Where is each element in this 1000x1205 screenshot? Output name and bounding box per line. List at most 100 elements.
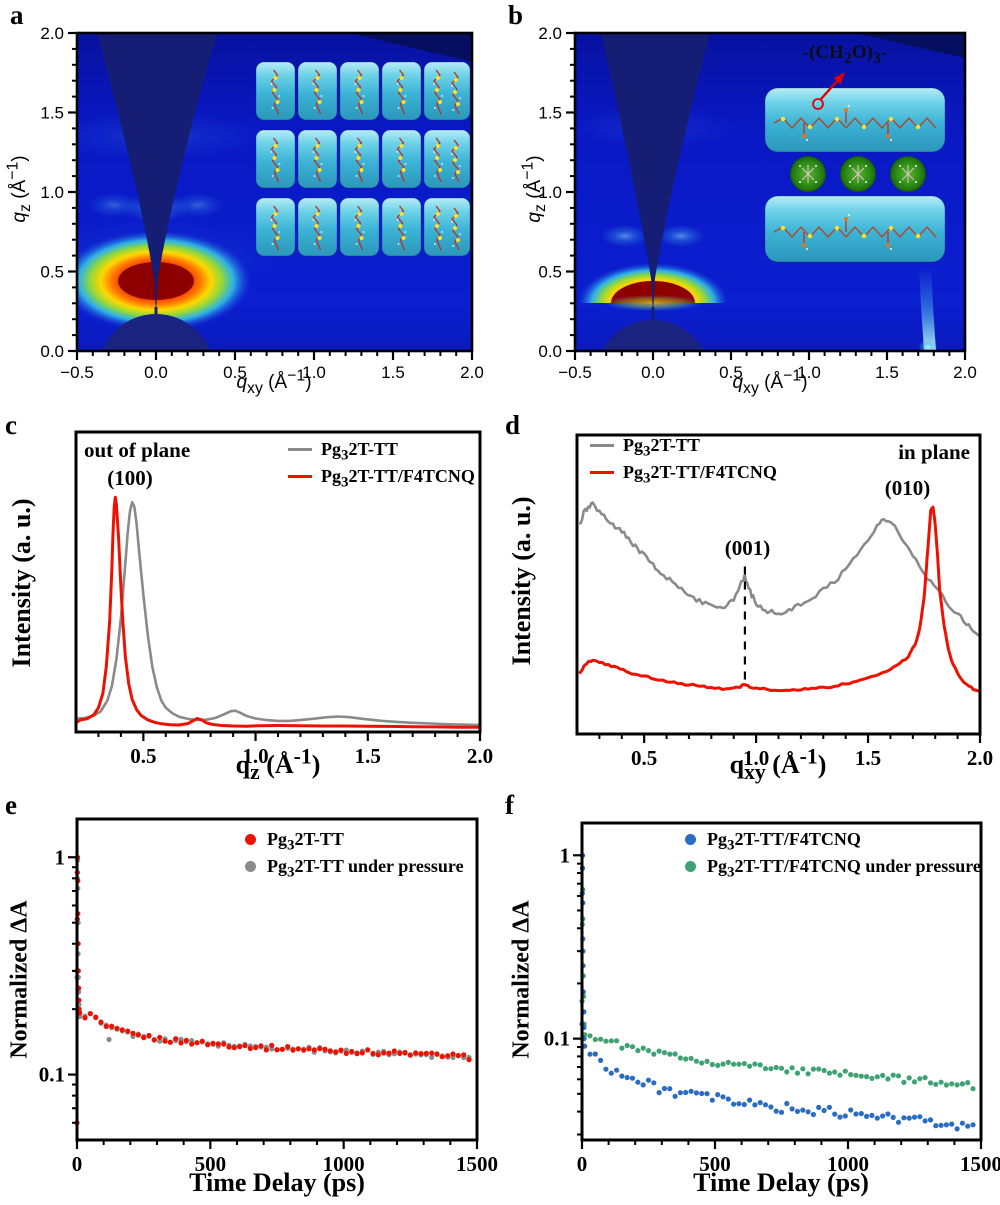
polymer-slab <box>764 87 946 153</box>
plot-area <box>579 852 976 1132</box>
legend-e: Pg32T-TT Pg32T-TT under pressure <box>245 826 464 880</box>
heatmap-scene <box>77 33 472 351</box>
scatter-series-green <box>579 852 976 1092</box>
polymer-slab <box>764 195 946 263</box>
panel-b: −0.5 0.0 0.5 1.0 1.5 2.0 0.0 0.5 1.0 1.5 2.0 b qxy… <box>500 0 1000 410</box>
plot-frame <box>580 821 983 1142</box>
detector-wedge-gap <box>601 33 710 313</box>
y-tick-label: 0.0 <box>538 342 562 361</box>
y-tick-label: 0.5 <box>40 263 64 282</box>
x-tick-label: 2.0 <box>467 744 493 768</box>
x-tick-label: 0.5 <box>223 363 247 382</box>
scatter-series-blue <box>579 852 976 1132</box>
legend-item: Pg32T-TT <box>245 826 464 853</box>
x-tick-label: 2.0 <box>953 363 977 382</box>
plane-annotation-d: in plane <box>898 440 970 464</box>
y-tick-label: 1.5 <box>538 104 562 123</box>
legend-dot-marker <box>685 834 696 845</box>
x-axis: −0.5 0.0 0.5 1.0 1.5 2.0 <box>558 351 977 382</box>
panel-letter-d: d <box>505 410 521 440</box>
y-axis-label-d: Intensity (a. u.) <box>507 496 536 666</box>
y-axis-label-c: Intensity (a. u.) <box>7 498 36 668</box>
intensity-curve-gray <box>579 501 980 637</box>
legend-line-marker <box>288 475 312 478</box>
x-axis-label-f: Time Delay (ps) <box>693 1168 869 1197</box>
detector-corner-shadow <box>855 33 965 58</box>
y-axis-label-a: qz (Å−1) <box>4 155 34 223</box>
plane-annotation-c: out of plane <box>84 438 191 462</box>
x-tick-label: 1.5 <box>381 363 405 382</box>
legend-item: Pg32T-TT/F4TCNQ under pressure <box>685 853 981 880</box>
x-axis: 0 500 1000 1500 <box>577 1140 1000 1176</box>
beamstop-shadow <box>101 314 211 351</box>
x-axis-label-e: Time Delay (ps) <box>189 1168 365 1197</box>
y-tick-label: 1 <box>55 845 66 869</box>
panel-d: 0.5 1.0 1.5 2.0 d in plane (001) (010) qxy … <box>500 410 1000 790</box>
y-tick-label: 0.1 <box>544 1027 570 1051</box>
x-tick-label: 1500 <box>960 1152 1000 1176</box>
inset-polymer-dopant-stack <box>764 72 946 263</box>
peak-label-001: (001) <box>724 536 771 560</box>
legend-line-marker <box>590 471 614 474</box>
x-tick-label: 500 <box>699 1152 731 1176</box>
legend-item: Pg32T-TT <box>288 436 475 463</box>
x-tick-label: 1.5 <box>355 744 381 768</box>
x-tick-label: 1.0 <box>743 746 769 770</box>
x-tick-label: 1.0 <box>242 744 268 768</box>
y-axis-label-b: qz (Å−1) <box>519 155 549 223</box>
legend-label: Pg32T-TT/F4TCNQ <box>707 829 861 854</box>
y-tick-label: 1.5 <box>40 104 64 123</box>
y-tick-label: 2.0 <box>538 24 562 43</box>
y-tick-label: 1 <box>560 843 571 867</box>
x-tick-label: 500 <box>195 1152 227 1176</box>
polymer-backbone <box>773 225 937 239</box>
legend-dot-marker <box>245 834 256 845</box>
x-tick-label: 1.5 <box>875 363 899 382</box>
x-axis-label-d: qxy (Å-1) <box>729 744 827 785</box>
legend-item: Pg32T-TT/F4TCNQ <box>685 826 981 853</box>
x-tick-label: −0.5 <box>60 363 94 382</box>
x-tick-label: 0 <box>577 1152 588 1176</box>
legend-line-marker <box>590 444 614 447</box>
legend-item: Pg32T-TT/F4TCNQ <box>590 459 777 486</box>
panel-a: −0.5 0.0 0.5 1.0 1.5 2.0 0.0 0.5 1.0 1.5 2.0 a qxy… <box>0 0 500 410</box>
annotation-arrow <box>820 79 839 100</box>
panel-letter-b: b <box>508 0 524 30</box>
legend-item: Pg32T-TT/F4TCNQ <box>288 463 475 490</box>
legend-label: Pg32T-TT/F4TCNQ <box>321 466 475 491</box>
x-axis-label-b: qxy (Å−1) <box>732 367 808 397</box>
heatmap-scene <box>575 33 965 351</box>
y-tick-label: 2.0 <box>40 24 64 43</box>
weak-scattering-blob <box>657 225 705 247</box>
polymer-slab <box>423 61 471 121</box>
y-axis-label-e: Normalized ΔA <box>6 900 33 1059</box>
legend-c: Pg32T-TT Pg32T-TT/F4TCNQ <box>288 436 475 490</box>
legend-label: Pg32T-TT <box>321 439 398 464</box>
panel-letter-e: e <box>5 790 17 820</box>
y-tick-label: 0.1 <box>39 1063 65 1087</box>
inset-edge-on-lamellae <box>255 61 471 257</box>
legend-label: Pg32T-TT <box>267 829 344 854</box>
legend-f: Pg32T-TT/F4TCNQ Pg32T-TT/F4TCNQ under pre… <box>685 826 981 880</box>
decay-plot-doped: 0 500 1000 1500 1 0.1 <box>544 821 1000 1176</box>
x-tick-label: 0.5 <box>631 746 657 770</box>
legend-dot-marker <box>245 861 256 872</box>
legend-item: Pg32T-TT <box>590 432 777 459</box>
peak-label-010: (010) <box>884 476 931 500</box>
y-tick-label: 0.5 <box>538 263 562 282</box>
panel-letter-c: c <box>5 410 17 440</box>
intensity-curve-red <box>578 505 980 693</box>
x-tick-label: 1.0 <box>797 363 821 382</box>
x-tick-label: 0 <box>72 1152 83 1176</box>
x-tick-label: 1000 <box>827 1152 869 1176</box>
scatter-series-red <box>74 854 472 1126</box>
y-tick-label: 1.0 <box>538 183 562 202</box>
polymer-slab <box>423 129 471 189</box>
x-tick-label: 1.5 <box>855 746 881 770</box>
x-axis: −0.5 0.0 0.5 1.0 1.5 2.0 <box>60 351 484 382</box>
x-tick-label: 2.0 <box>967 746 993 770</box>
x-tick-label: 0.5 <box>130 744 156 768</box>
chem-group-annotation: -(CH2O)3- <box>802 42 888 67</box>
y-axis: 10.1 <box>39 845 77 1124</box>
